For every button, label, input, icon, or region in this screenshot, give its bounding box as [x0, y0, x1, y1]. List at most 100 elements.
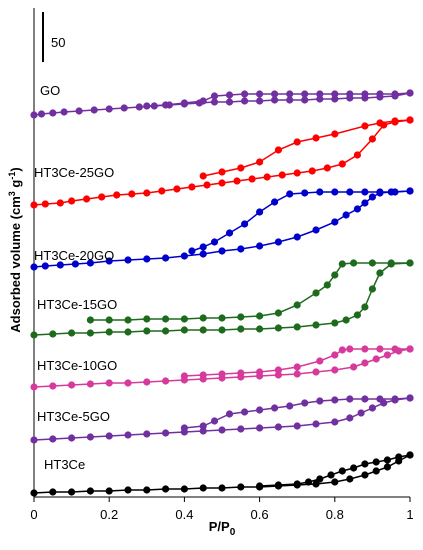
adsorption-point [68, 381, 76, 389]
adsorption-point [278, 171, 286, 179]
adsorption-point [218, 247, 226, 255]
adsorption-point [237, 425, 245, 433]
adsorption-point [225, 98, 234, 106]
desorption-point [406, 116, 414, 124]
desorption-line [184, 397, 411, 429]
adsorption-point [361, 303, 369, 311]
desorption-point [293, 138, 301, 146]
desorption-line [203, 119, 411, 177]
desorption-point [406, 187, 414, 195]
adsorption-point [331, 218, 339, 226]
desorption-point [218, 168, 226, 176]
adsorption-point [162, 429, 170, 437]
adsorption-point [49, 488, 57, 496]
adsorption-point [312, 321, 320, 329]
adsorption-point [256, 325, 264, 333]
adsorption-point [241, 97, 249, 105]
adsorption-point [383, 463, 391, 471]
adsorption-point [263, 173, 271, 181]
adsorption-point [338, 160, 346, 168]
desorption-point [237, 313, 245, 321]
desorption-point [274, 309, 282, 317]
adsorption-point [30, 263, 38, 271]
adsorption-point [350, 363, 358, 371]
desorption-point [210, 238, 219, 246]
adsorption-point [180, 485, 188, 493]
adsorption-point [30, 331, 38, 339]
adsorption-point [124, 328, 132, 336]
desorption-point [316, 90, 324, 98]
desorption-point [376, 119, 384, 127]
desorption-point [286, 402, 294, 410]
adsorption-point [368, 193, 376, 201]
adsorption-point [105, 257, 113, 265]
desorption-point [331, 130, 339, 138]
adsorption-point [49, 382, 57, 390]
desorption-point [406, 451, 414, 459]
adsorption-point [98, 193, 106, 201]
adsorption-point [293, 233, 301, 241]
adsorption-point [124, 256, 132, 264]
desorption-point [406, 89, 414, 97]
desorption-point [350, 464, 358, 472]
scale-bar-label: 50 [51, 35, 65, 50]
adsorption-point [158, 187, 166, 195]
adsorption-point [124, 431, 132, 439]
adsorption-point [301, 96, 309, 104]
adsorption-point [274, 423, 282, 431]
adsorption-point [237, 483, 245, 491]
desorption-point [256, 482, 264, 490]
adsorption-point [218, 484, 226, 492]
adsorption-point [86, 487, 94, 495]
adsorption-point [203, 181, 211, 189]
desorption-point [395, 453, 403, 461]
adsorption-point [143, 486, 151, 494]
adsorption-point [143, 255, 151, 263]
adsorption-point [372, 467, 380, 475]
desorption-point [274, 366, 282, 374]
x-tick-label: 0.8 [326, 507, 344, 522]
desorption-point [361, 395, 369, 403]
adsorption-point [218, 326, 226, 334]
series-label: HT3Ce-5GO [37, 409, 110, 424]
series-go [30, 89, 414, 119]
adsorption-point [331, 95, 339, 103]
adsorption-point [105, 379, 113, 387]
adsorption-point [30, 383, 38, 391]
desorption-point [225, 229, 234, 237]
desorption-point [346, 90, 354, 98]
adsorption-point [331, 366, 339, 374]
desorption-point [225, 91, 234, 99]
x-tick-label: 1 [406, 507, 413, 522]
adsorption-point [293, 169, 301, 177]
adsorption-point [274, 238, 282, 246]
desorption-point [256, 208, 264, 216]
desorption-point [162, 315, 170, 323]
adsorption-point [293, 370, 301, 378]
desorption-point [180, 315, 188, 323]
desorption-point [312, 134, 320, 142]
adsorption-point [308, 167, 316, 175]
desorption-point [218, 370, 226, 378]
desorption-point [293, 480, 301, 488]
adsorption-point [90, 106, 98, 114]
adsorption-point [180, 326, 188, 334]
desorption-point [271, 90, 279, 98]
adsorption-point [105, 105, 113, 113]
desorption-point [406, 394, 414, 402]
y-axis-title: Adsorbed volume (cm3 g-1) [7, 167, 23, 332]
adsorption-point [30, 489, 38, 497]
desorption-point [180, 424, 188, 432]
adsorption-point [353, 311, 361, 319]
axes: 0 0.2 0.4 0.6 0.8 1 [30, 8, 414, 522]
adsorption-point [346, 475, 354, 483]
desorption-point [293, 363, 301, 371]
adsorption-point [49, 109, 57, 117]
adsorption-point [383, 351, 391, 359]
desorption-point [391, 117, 399, 125]
adsorption-point [71, 260, 79, 268]
desorption-point [383, 456, 391, 464]
adsorption-point [162, 485, 170, 493]
desorption-point [301, 90, 309, 98]
desorption-point [124, 316, 132, 324]
